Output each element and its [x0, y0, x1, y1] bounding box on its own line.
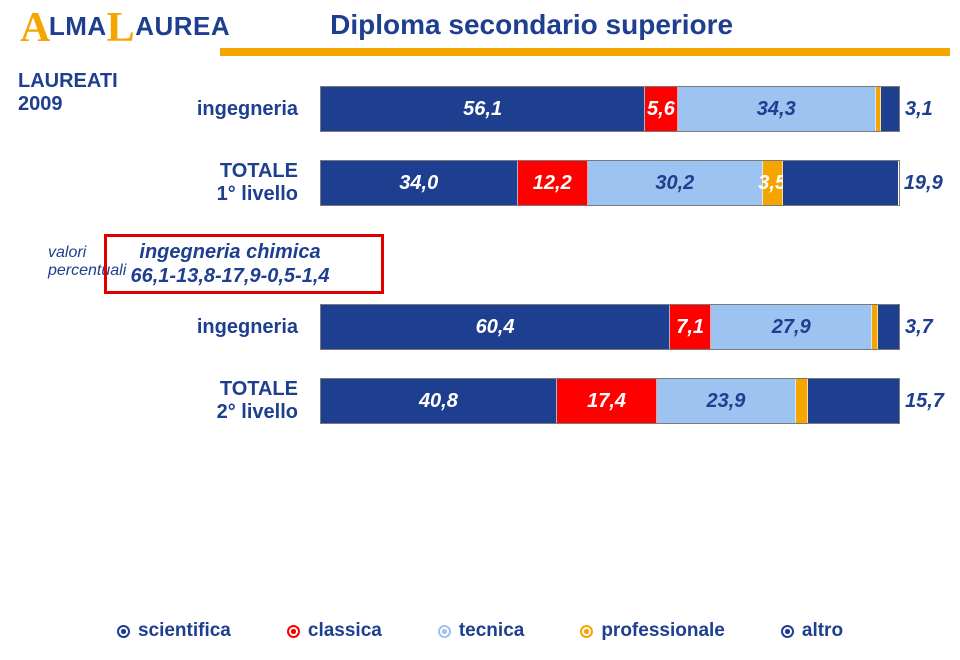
- row-label: TOTALE 1° livello: [30, 160, 320, 206]
- stacked-bar: 60,4 7,1 27,9 3,7: [320, 304, 900, 350]
- segment-value-outside: 19,9: [904, 172, 943, 195]
- bar-segment-altro: 3,7: [878, 305, 899, 349]
- bar-segment-scientifica: 60,4: [321, 305, 670, 349]
- stacked-bar: 40,8 17,4 23,9 15,7: [320, 378, 900, 424]
- legend-label: professionale: [601, 620, 725, 642]
- segment-value-outside: 15,7: [905, 390, 944, 413]
- chimica-label: ingegneria chimica 66,1-13,8-17,9-0,5-1,…: [90, 240, 380, 288]
- chimica-line1: ingegneria chimica: [90, 240, 370, 264]
- legend-marker: [438, 625, 451, 638]
- segment-value: 34,3: [757, 98, 796, 121]
- legend-label: scientifica: [138, 620, 231, 642]
- legend-item-classica: classica: [287, 620, 382, 642]
- logo-big-a: A: [20, 14, 51, 43]
- bar-segment-classica: 17,4: [557, 379, 658, 423]
- segment-value: 5,6: [647, 98, 675, 121]
- chimica-line2: 66,1-13,8-17,9-0,5-1,4: [90, 264, 370, 288]
- segment-value: 34,0: [399, 172, 438, 195]
- bar-segment-classica: 5,6: [645, 87, 677, 131]
- bar-segment-altro: 19,9: [783, 161, 898, 205]
- bar-segment-professionale: 3,5: [763, 161, 783, 205]
- chart-row: ingegneria56,15,634,33,1: [30, 86, 930, 132]
- segment-value: 30,2: [655, 172, 694, 195]
- legend-item-tecnica: tecnica: [438, 620, 524, 642]
- stacked-bar: 56,1 5,6 34,3 3,1: [320, 86, 900, 132]
- page-title: Diploma secondario superiore: [290, 9, 940, 41]
- bar-segment-tecnica: 27,9: [711, 305, 872, 349]
- legend-label: tecnica: [459, 620, 524, 642]
- segment-value-outside: 3,7: [905, 316, 933, 339]
- legend-item-scientifica: scientifica: [117, 620, 231, 642]
- bar-segment-altro: 15,7: [808, 379, 899, 423]
- logo-alma: LMA: [49, 11, 107, 42]
- bar-segment-classica: 12,2: [518, 161, 589, 205]
- chart-row: TOTALE 2° livello 40,8 17,4 23,9 15,7: [30, 378, 930, 424]
- segment-value: 60,4: [476, 316, 515, 339]
- row-label: ingegneria: [30, 316, 320, 339]
- chart-row: TOTALE 1° livello 34,0 12,2 30,2 3,519,9: [30, 160, 930, 206]
- bar-segment-tecnica: 23,9: [657, 379, 795, 423]
- segment-value: 23,9: [706, 390, 745, 413]
- side-label-laureati-text: LAUREATI 2009: [18, 70, 118, 115]
- legend-item-professionale: professionale: [580, 620, 725, 642]
- segment-value: 7,1: [676, 316, 704, 339]
- chart-row: ingegneria 60,4 7,1 27,9 3,7: [30, 304, 930, 350]
- logo: A LMA L AUREA: [20, 8, 230, 42]
- bar-segment-tecnica: 34,3: [678, 87, 876, 131]
- bar-segment-tecnica: 30,2: [588, 161, 763, 205]
- segment-value: 17,4: [587, 390, 626, 413]
- bar-segment-scientifica: 56,1: [321, 87, 645, 131]
- side-label-laureati: LAUREATI 2009: [18, 70, 118, 116]
- segment-value-outside: 3,1: [905, 98, 933, 121]
- legend-marker: [580, 625, 593, 638]
- legend: scientifica classica tecnica professionale a…: [0, 620, 960, 642]
- bar-segment-scientifica: 40,8: [321, 379, 557, 423]
- logo-rest: AUREA: [135, 11, 230, 42]
- row-label: TOTALE 2° livello: [30, 378, 320, 424]
- chart-area: LAUREATI 2009 ingegneria 56,1 5,6 34,3 3,1 TO…: [0, 56, 960, 424]
- bar-segment-scientifica: 34,0: [321, 161, 518, 205]
- legend-marker: [287, 625, 300, 638]
- legend-marker: [781, 625, 794, 638]
- bar-segment-altro: 3,1: [881, 87, 899, 131]
- header-divider: [220, 48, 950, 56]
- header: A LMA L AUREA Diploma secondario superio…: [0, 0, 960, 42]
- bar-segment-classica: 7,1: [670, 305, 711, 349]
- segment-value: 27,9: [772, 316, 811, 339]
- stacked-bar: 34,0 12,2 30,2 3,519,9: [320, 160, 900, 206]
- logo-big-l: L: [107, 14, 136, 43]
- legend-label: classica: [308, 620, 382, 642]
- legend-item-altro: altro: [781, 620, 843, 642]
- segment-value: 40,8: [419, 390, 458, 413]
- segment-value: 12,2: [533, 172, 572, 195]
- legend-marker: [117, 625, 130, 638]
- bar-segment-professionale: [796, 379, 809, 423]
- legend-label: altro: [802, 620, 843, 642]
- chimica-block: valori percentuali ingegneria chimica 66…: [30, 238, 930, 298]
- segment-value: 56,1: [463, 98, 502, 121]
